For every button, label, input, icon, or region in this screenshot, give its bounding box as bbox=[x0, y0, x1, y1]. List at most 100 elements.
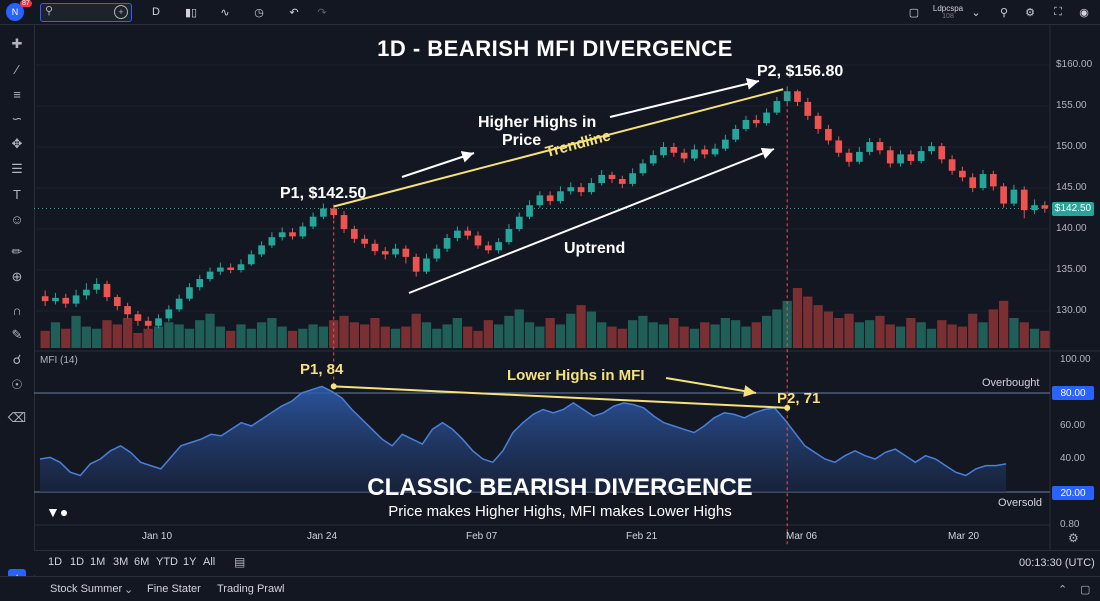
ruler-icon[interactable]: ✏ bbox=[11, 244, 23, 259]
symbol-search-input[interactable]: ⚲ + bbox=[40, 3, 132, 22]
range-button[interactable]: 3M bbox=[113, 556, 129, 568]
volume-bar bbox=[380, 326, 390, 348]
candle-body bbox=[1000, 186, 1007, 204]
volume-bar bbox=[875, 315, 885, 348]
interval-button[interactable]: D bbox=[148, 3, 164, 21]
lock-icon[interactable]: ☌ bbox=[12, 352, 22, 367]
footer-tab-fine-stater[interactable]: Fine Stater bbox=[147, 583, 201, 595]
range-button[interactable]: 6M bbox=[134, 556, 150, 568]
settings-gear-icon[interactable]: ⚙ bbox=[1025, 6, 1035, 19]
candle-body bbox=[464, 230, 472, 236]
undo-icon[interactable]: ↶ bbox=[289, 6, 299, 19]
candle-body bbox=[691, 149, 698, 159]
mfi-indicator-label[interactable]: MFI (14) bbox=[40, 355, 78, 366]
candle-body bbox=[1020, 189, 1028, 211]
chevron-down-icon[interactable]: ⌄ bbox=[124, 584, 134, 596]
range-button[interactable]: 1Y bbox=[183, 556, 197, 568]
pattern-tool-icon[interactable]: ✥ bbox=[11, 136, 23, 151]
chevron-up-icon[interactable]: ⌃ bbox=[1058, 584, 1068, 596]
volume-bar bbox=[865, 320, 875, 348]
candle-body bbox=[278, 232, 286, 238]
p2-mfi-label: P2, 71 bbox=[777, 390, 821, 407]
volume-bar bbox=[102, 320, 112, 348]
drawing-toolbar: ✚ ∕ ≡ ∽ ✥ ☰ T ☺ ✏ ⊕ ∩ ✎ ☌ ☉ ⌫ ★ bbox=[0, 25, 35, 600]
volume-bar bbox=[813, 305, 823, 348]
price-chart[interactable] bbox=[34, 25, 1100, 550]
avatar[interactable]: N bbox=[6, 3, 24, 21]
notification-count: 87 bbox=[22, 0, 30, 7]
eye-icon[interactable]: ☉ bbox=[11, 377, 23, 392]
alert-clock-icon[interactable]: ◷ bbox=[254, 6, 264, 19]
fullscreen-icon[interactable]: ⛶ bbox=[1054, 5, 1062, 18]
candle-body bbox=[505, 229, 513, 243]
notification-badge: 87 bbox=[20, 0, 32, 7]
range-button[interactable]: 1D bbox=[48, 556, 63, 568]
oversold-value-tag: 20.00 bbox=[1052, 486, 1094, 500]
indicators-icon[interactable]: ∿ bbox=[220, 6, 230, 19]
candle-body bbox=[72, 295, 80, 304]
volume-bar bbox=[731, 320, 741, 348]
date-range-calendar-icon[interactable]: ▤ bbox=[234, 555, 246, 569]
volume-bar bbox=[782, 300, 792, 348]
candle-body bbox=[495, 242, 502, 251]
symbol-info[interactable]: Ldpcspa 108 bbox=[928, 3, 968, 21]
range-button[interactable]: All bbox=[203, 556, 216, 568]
footer-tab-trading-prawl[interactable]: Trading Prawl bbox=[217, 583, 285, 595]
crosshair-icon[interactable]: ✚ bbox=[11, 36, 23, 51]
price-axis-label: 140.00 bbox=[1056, 223, 1087, 234]
lock-drawing-icon[interactable]: ✎ bbox=[11, 327, 23, 342]
candle-body bbox=[783, 91, 791, 102]
camera-icon[interactable]: ◉ bbox=[1079, 6, 1089, 19]
measure-tool-icon[interactable]: ☰ bbox=[11, 161, 23, 176]
candle-body bbox=[175, 298, 183, 310]
trendline-tool-icon[interactable]: ∕ bbox=[15, 61, 19, 77]
candle-body bbox=[443, 238, 451, 249]
maximize-icon[interactable]: ▢ bbox=[1080, 584, 1091, 596]
interval-label: D bbox=[152, 6, 160, 18]
candle-body bbox=[752, 119, 760, 124]
volume-bar bbox=[401, 326, 411, 348]
price-axis-label: $160.00 bbox=[1056, 59, 1093, 70]
compare-plus-icon[interactable]: + bbox=[114, 5, 128, 19]
volume-bar bbox=[463, 326, 473, 348]
search-icon[interactable]: ⚲ bbox=[999, 6, 1009, 19]
candle-body bbox=[711, 148, 719, 155]
candle-body bbox=[989, 174, 997, 187]
magnet-icon[interactable]: ∩ bbox=[12, 302, 22, 318]
candle-body bbox=[433, 248, 441, 259]
candle-body bbox=[515, 216, 523, 229]
volume-bar bbox=[741, 326, 751, 348]
volume-bar bbox=[370, 318, 380, 348]
utc-clock[interactable]: 00:13:30 (UTC) bbox=[1019, 557, 1095, 569]
candles-icon[interactable]: ▮▯ bbox=[184, 6, 198, 19]
candle-body bbox=[928, 146, 935, 152]
mfi-axis-label: 40.00 bbox=[1060, 453, 1086, 464]
range-button[interactable]: 1M bbox=[90, 556, 106, 568]
layout-icon[interactable]: ▢ bbox=[908, 6, 920, 19]
zoom-icon[interactable]: ⊕ bbox=[11, 269, 23, 284]
text-tool-icon[interactable]: T bbox=[13, 186, 21, 202]
dropdown-chevron-icon[interactable]: ⌄ bbox=[971, 6, 981, 19]
volume-bar bbox=[1040, 330, 1050, 348]
brush-tool-icon[interactable]: ∽ bbox=[11, 111, 23, 126]
redo-icon[interactable]: ↷ bbox=[317, 6, 327, 19]
symbol-sub: 108 bbox=[942, 12, 954, 20]
range-button[interactable]: YTD bbox=[156, 556, 178, 568]
candle-body bbox=[196, 279, 204, 288]
candle-body bbox=[845, 152, 853, 162]
trash-icon[interactable]: ⌫ bbox=[7, 410, 27, 425]
footer-tab-stock-summer[interactable]: Stock Summer bbox=[50, 583, 123, 595]
volume-bar bbox=[1019, 322, 1029, 348]
time-axis-settings-icon[interactable]: ⚙ bbox=[1068, 531, 1079, 545]
range-button[interactable]: 1D bbox=[70, 556, 85, 568]
emoji-tool-icon[interactable]: ☺ bbox=[10, 211, 24, 227]
candle-body bbox=[41, 296, 49, 302]
higher-highs-label: Higher Highs in bbox=[478, 114, 597, 131]
current-price-tag: $142.50 bbox=[1052, 201, 1094, 216]
candle-body bbox=[113, 297, 121, 307]
volume-bar bbox=[226, 330, 236, 348]
candle-body bbox=[474, 235, 482, 246]
candle-body bbox=[835, 140, 843, 153]
oversold-value: 20.00 bbox=[1060, 487, 1086, 499]
fib-tool-icon[interactable]: ≡ bbox=[13, 86, 21, 102]
